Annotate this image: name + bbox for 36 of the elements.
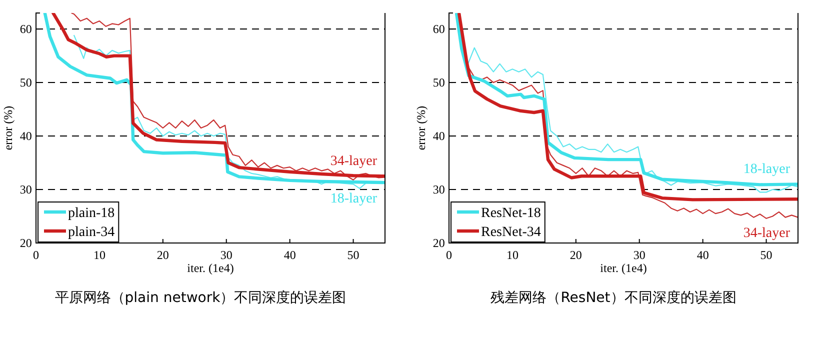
y-tick-label: 50: [20, 75, 32, 90]
legend-label: plain-34: [68, 224, 115, 240]
x-tick-label: 30: [633, 248, 646, 262]
legend-label: plain-18: [68, 206, 115, 221]
x-tick-label: 40: [696, 248, 709, 262]
y-axis-title: error (%): [1, 106, 15, 150]
y-axis-title: error (%): [414, 106, 428, 150]
legend-label: ResNet-34: [481, 224, 541, 240]
x-tick-label: 20: [156, 248, 169, 262]
x-tick-label: 40: [284, 248, 296, 262]
x-tick-label: 50: [760, 248, 772, 262]
annotation: 18-layer: [330, 191, 378, 206]
y-tick-label: 30: [432, 182, 445, 196]
x-tick-label: 0: [33, 248, 39, 262]
y-tick-label: 20: [20, 236, 32, 250]
x-tick-label: 10: [93, 248, 106, 262]
x-axis-title: iter. (1e4): [187, 261, 234, 275]
annotation: 18-layer: [743, 162, 790, 178]
y-tick-label: 40: [20, 128, 32, 143]
text: 平原网络（plain network）不同深度的误差图: [54, 290, 346, 306]
text: 残差网络（ResNet）不同深度的误差图: [490, 290, 736, 306]
legend-label: ResNet-18: [481, 206, 541, 221]
y-tick-label: 50: [432, 75, 445, 90]
y-tick-label: 20: [432, 236, 445, 250]
y-tick-label: 40: [432, 128, 445, 143]
x-tick-label: 10: [506, 248, 518, 262]
x-tick-label: 30: [220, 248, 232, 262]
x-tick-label: 0: [446, 248, 452, 262]
y-tick-label: 60: [20, 22, 32, 36]
y-tick-label: 30: [20, 182, 32, 196]
x-tick-label: 20: [570, 248, 582, 262]
x-tick-label: 50: [347, 248, 360, 262]
annotation: 34-layer: [743, 226, 790, 242]
annotation: 34-layer: [330, 154, 378, 170]
x-axis-title: iter. (1e4): [600, 261, 647, 275]
y-tick-label: 60: [432, 22, 445, 36]
